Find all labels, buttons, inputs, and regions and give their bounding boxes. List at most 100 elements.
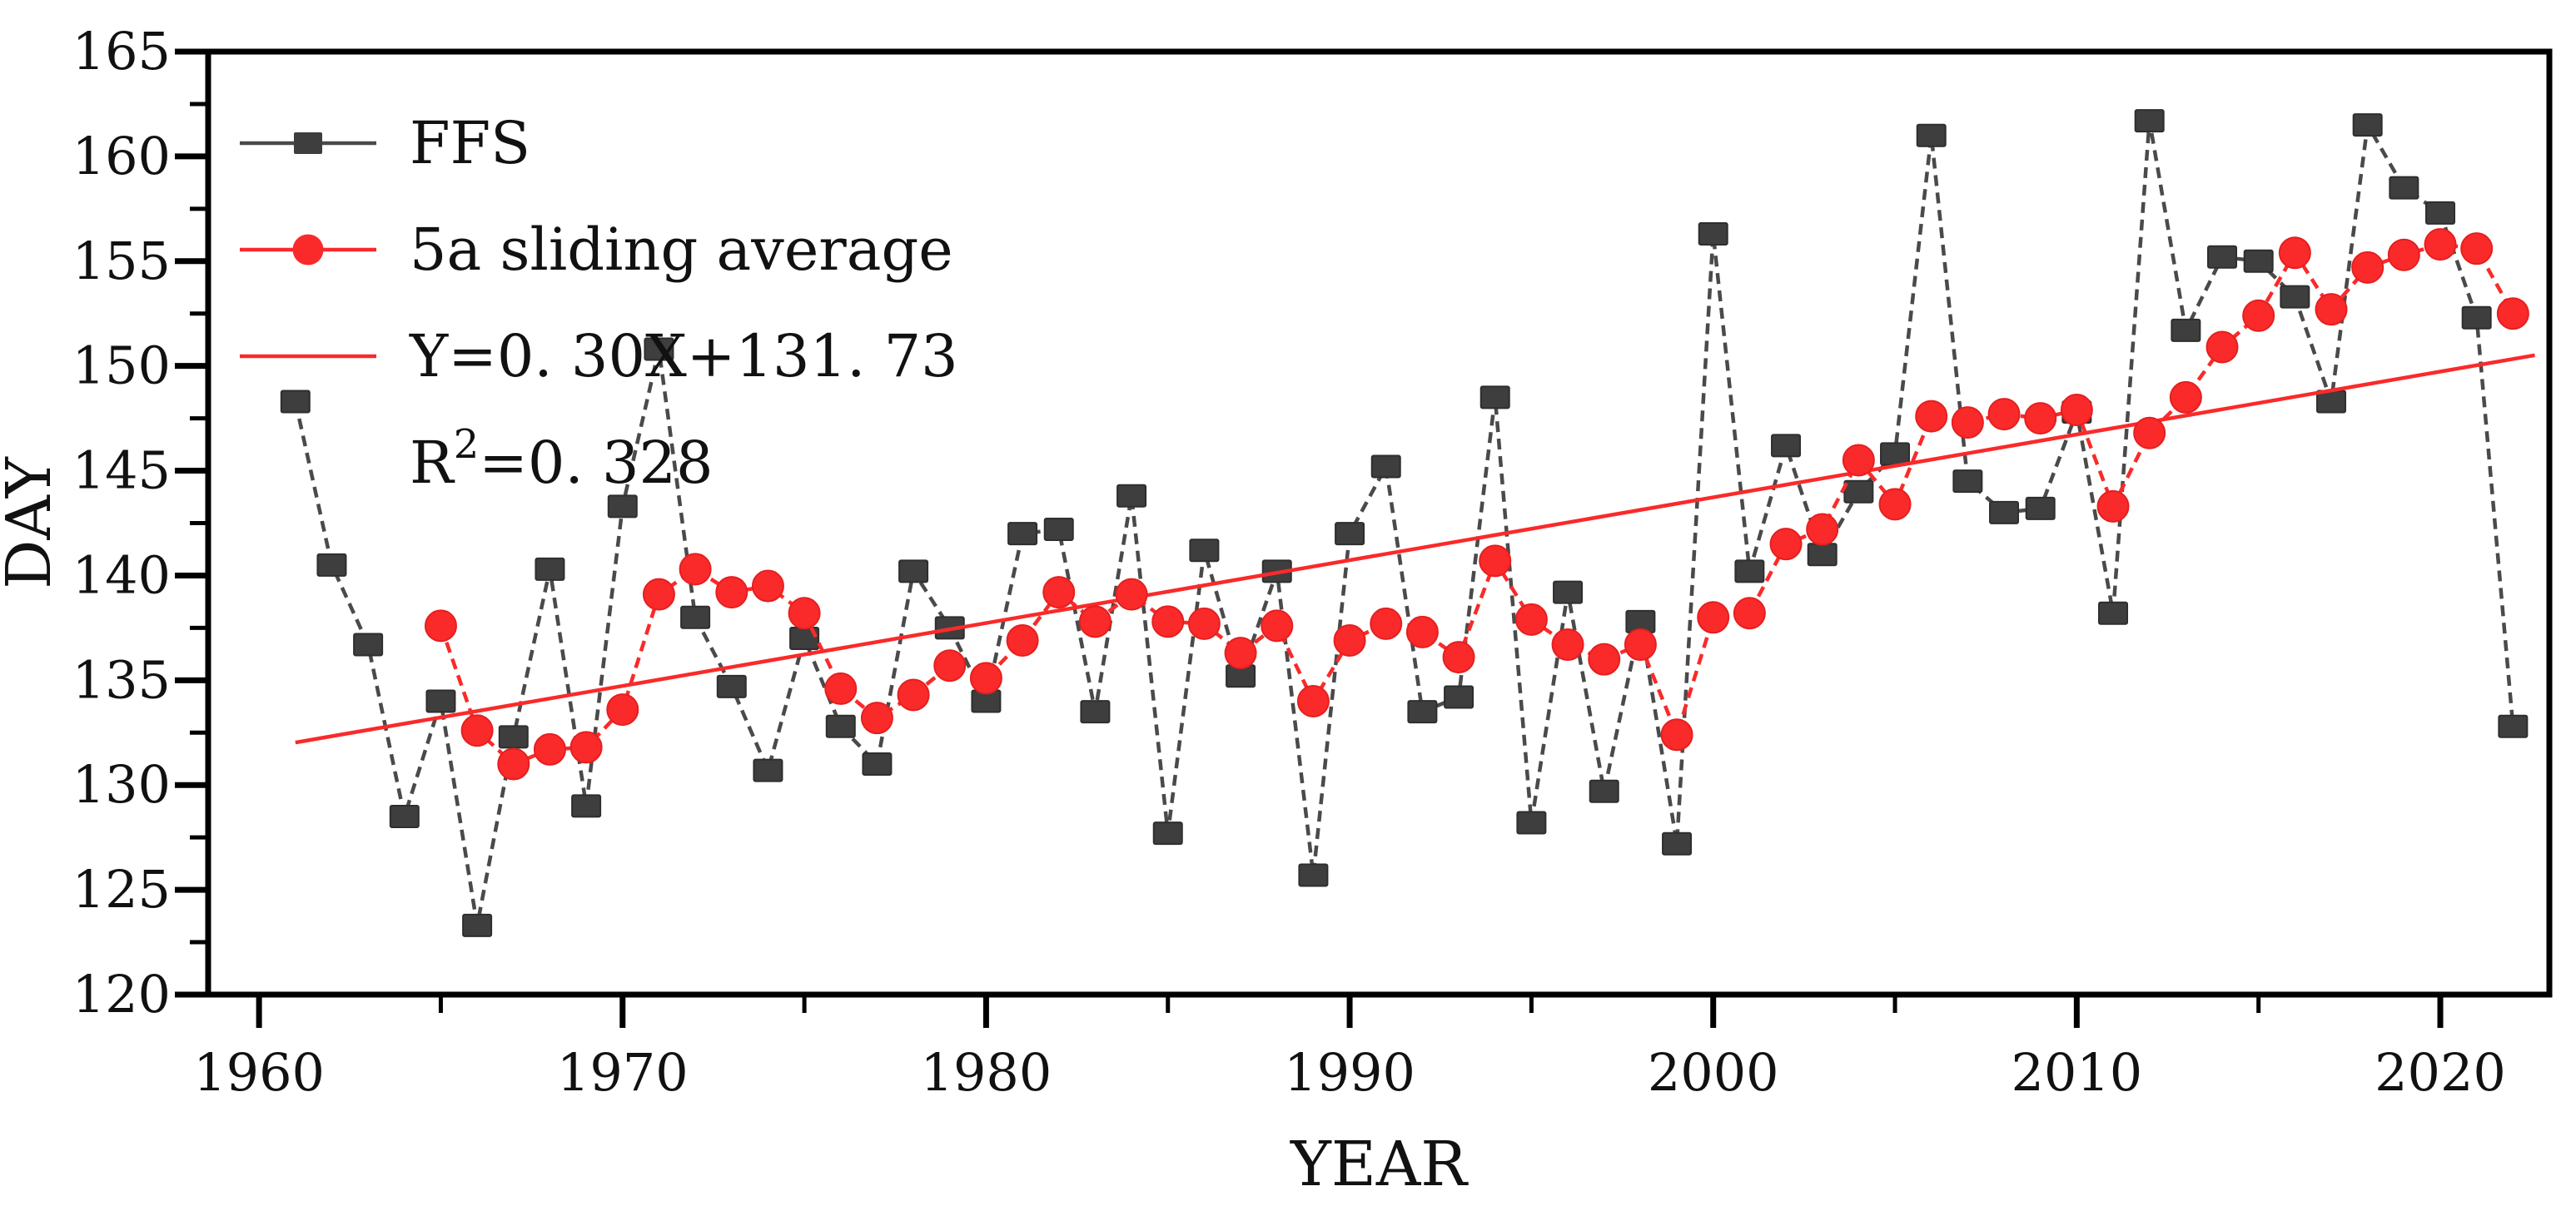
ffs-marker [2461, 305, 2492, 330]
ffs-marker [1807, 543, 1838, 567]
y-tick-label: 155 [72, 231, 171, 291]
sliding-average-marker [642, 578, 675, 611]
ffs-marker [2243, 249, 2274, 273]
sliding-average-marker [533, 732, 566, 766]
x-tick-label: 2010 [2011, 1042, 2142, 1103]
legend-square-marker-icon [294, 132, 322, 154]
legend-item-r-squared: R2=0. 328 [410, 421, 714, 497]
y-tick-label: 165 [72, 21, 171, 82]
sliding-average-marker [1878, 488, 1912, 521]
ffs-marker [1843, 479, 1874, 504]
sliding-average-marker [1261, 609, 1294, 643]
legend-label-trend-equation: Y=0. 30X+131. 73 [409, 322, 958, 390]
ffs-marker [862, 752, 893, 777]
sliding-average-marker [2278, 236, 2311, 270]
x-axis: 1960 1970 1980 1990 2000 2010 2020 [193, 995, 2506, 1103]
ffs-marker [1444, 685, 1474, 709]
ffs-marker [2425, 201, 2456, 225]
sliding-average-marker [1078, 605, 1111, 638]
sliding-average-marker [2242, 299, 2275, 332]
ffs-marker [1553, 580, 1584, 604]
ffs-marker [898, 559, 929, 583]
y-tick-label: 120 [72, 964, 171, 1025]
ffs-marker [2280, 285, 2310, 309]
ffs-marker [2498, 714, 2529, 738]
ffs-marker [1698, 222, 1728, 246]
sliding-average-marker [2206, 330, 2239, 364]
ffs-marker [1589, 779, 1619, 803]
y-tick-label: 130 [72, 754, 171, 815]
legend-label-sliding-average: 5a sliding average [410, 216, 953, 284]
ffs-marker [2134, 109, 2165, 133]
sliding-average-marker [2024, 402, 2057, 435]
y-tick-label: 140 [72, 544, 171, 605]
sliding-average-marker [2096, 489, 2130, 523]
y-axis-title: DAY [0, 456, 65, 589]
ffs-marker [535, 557, 565, 581]
legend-label-r-squared: R2=0. 328 [410, 421, 714, 497]
legend-item-trend-equation: Y=0. 30X+131. 73 [240, 322, 958, 390]
sliding-average-marker [1588, 643, 1621, 676]
legend-item-sliding-average: 5a sliding average [240, 216, 953, 284]
sliding-average-marker [969, 662, 1002, 695]
sliding-average-marker [2169, 380, 2202, 414]
sliding-average-marker [497, 747, 530, 781]
ffs-marker [571, 794, 602, 818]
x-tick-label: 1980 [921, 1042, 1052, 1103]
sliding-average-marker [1187, 607, 1221, 640]
ffs-marker [644, 337, 674, 361]
sliding-average-marker [1224, 637, 1257, 670]
legend-circle-marker-icon [292, 234, 324, 266]
ffs-marker [1007, 522, 1038, 546]
ffs-marker [498, 725, 529, 749]
sliding-average-marker [1697, 601, 1730, 634]
sliding-average-marker [1660, 718, 1693, 752]
sliding-average-marker [2133, 416, 2166, 449]
sliding-average-marker [2387, 238, 2420, 271]
sliding-average-marker [2351, 251, 2385, 284]
sliding-average-marker [2424, 228, 2457, 261]
x-tick-label: 1960 [193, 1042, 325, 1103]
ffs-marker [2352, 113, 2383, 137]
sliding-average-marker [424, 609, 457, 643]
ffs-marker [389, 804, 420, 828]
y-tick-label: 160 [72, 126, 171, 186]
y-tick-label: 150 [72, 335, 171, 396]
sliding-average-marker [606, 693, 639, 727]
sliding-average-marker [1405, 615, 1439, 648]
sliding-average-marker [1151, 605, 1185, 638]
y-tick-label: 145 [72, 440, 171, 501]
ffs-marker [1516, 811, 1547, 835]
sliding-average-marker [1115, 578, 1148, 611]
sliding-average-marker [751, 569, 784, 603]
sliding-average-line [439, 242, 2515, 767]
ffs-marker [425, 689, 456, 713]
sliding-average-marker [1806, 513, 1839, 546]
sliding-average-marker [1551, 628, 1584, 662]
sliding-average-marker [1733, 597, 1766, 630]
ffs-marker [1952, 469, 1983, 494]
ffs-marker [1080, 700, 1111, 724]
sliding-average-marker [824, 672, 858, 705]
ffs-series-line [293, 119, 2515, 926]
sliding-average-marker [1842, 444, 1875, 477]
ffs-marker [1880, 442, 1911, 466]
x-tick-label: 2020 [2375, 1042, 2506, 1103]
ffs-marker [280, 390, 311, 414]
sliding-average-series [424, 228, 2529, 781]
sliding-average-marker [2496, 297, 2529, 330]
sliding-average-marker [1006, 623, 1039, 657]
sliding-average-marker [1769, 528, 1803, 561]
sliding-average-marker [1987, 398, 2021, 431]
ffs-marker [1734, 559, 1765, 583]
sliding-average-marker [897, 678, 930, 712]
ffs-marker [680, 605, 711, 629]
ffs-marker [1989, 500, 2020, 524]
ffs-marker [1916, 123, 1947, 147]
ffs-marker [2098, 601, 2129, 625]
ffs-marker [1479, 385, 1510, 409]
x-axis-title: YEAR [1290, 1129, 1469, 1200]
ffs-marker [2389, 176, 2419, 200]
